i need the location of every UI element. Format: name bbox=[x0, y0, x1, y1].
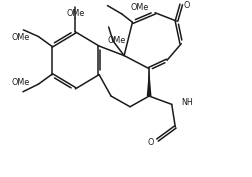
Text: OMe: OMe bbox=[107, 36, 125, 45]
Text: OMe: OMe bbox=[11, 33, 29, 42]
Text: OMe: OMe bbox=[66, 9, 84, 18]
Text: O: O bbox=[147, 138, 154, 147]
Text: OMe: OMe bbox=[130, 4, 148, 12]
Text: OMe: OMe bbox=[11, 78, 29, 87]
Text: NH: NH bbox=[180, 98, 192, 107]
Polygon shape bbox=[146, 69, 151, 96]
Text: O: O bbox=[183, 1, 189, 10]
